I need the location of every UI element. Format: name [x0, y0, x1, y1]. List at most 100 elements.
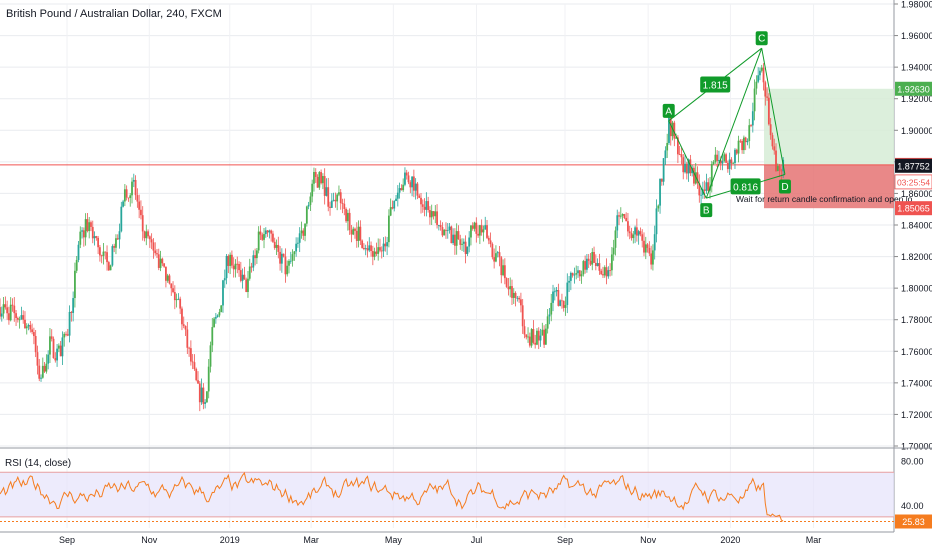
candles — [0, 63, 785, 412]
candle-body — [264, 230, 267, 235]
candle-body — [18, 319, 21, 321]
candle-body — [27, 325, 30, 327]
candle-body — [109, 265, 112, 271]
candle-body — [361, 240, 364, 248]
candle-body — [211, 327, 214, 346]
candle-body — [598, 263, 601, 271]
candle-body — [457, 231, 460, 240]
candle-body — [79, 231, 82, 245]
candle-body — [123, 189, 126, 202]
x-tick-label: Sep — [59, 535, 75, 545]
candle-body — [106, 252, 108, 263]
rsi-line — [0, 471, 784, 522]
candle-body — [464, 241, 467, 255]
candle-body — [528, 336, 531, 346]
candle-body — [268, 230, 271, 233]
candle-body — [473, 222, 476, 229]
candle-body — [291, 254, 294, 261]
candle-body — [398, 188, 401, 193]
candle-body — [495, 253, 497, 262]
candle-body — [477, 233, 479, 236]
candle-body — [54, 358, 57, 361]
candle-body — [24, 319, 26, 329]
candle-body — [443, 229, 446, 236]
candle-body — [657, 205, 660, 209]
target-price-tag — [895, 81, 932, 96]
candle-body — [168, 275, 171, 284]
candle-body — [461, 243, 463, 245]
candle-body — [537, 330, 540, 341]
candle-body — [700, 194, 702, 196]
candle-body — [156, 253, 158, 255]
candle-body — [316, 176, 319, 188]
candle-body — [491, 244, 494, 258]
candle-body — [177, 298, 180, 300]
candle-body — [518, 297, 521, 300]
candle-body — [571, 272, 574, 276]
candle-body — [530, 329, 533, 346]
candle-body — [735, 149, 738, 154]
candle-body — [614, 230, 617, 248]
candle-body — [678, 154, 681, 156]
candle-body — [270, 230, 273, 234]
candle-body — [377, 247, 380, 254]
candle-body — [355, 230, 358, 241]
candle-body — [666, 142, 669, 151]
candle-body — [88, 222, 91, 232]
candle-body — [295, 243, 298, 252]
candle-body — [710, 164, 713, 187]
candle-body — [321, 176, 324, 184]
candle-body — [250, 266, 253, 268]
candle-body — [300, 230, 303, 234]
candle-body — [93, 236, 96, 239]
candle-body — [462, 241, 465, 244]
candle-body — [486, 225, 488, 238]
candle-body — [254, 255, 257, 259]
harmonic-pattern: A B C D 1.815 0.816 — [662, 31, 791, 218]
ratio-badge — [700, 76, 731, 93]
candle-body — [502, 265, 504, 276]
candle-body — [166, 275, 169, 281]
candle-body — [384, 243, 387, 247]
candle-body — [391, 207, 394, 209]
candle-body — [673, 122, 676, 139]
x-tick-label: May — [385, 535, 403, 545]
candle-body — [707, 182, 710, 191]
candle-body — [170, 283, 173, 289]
candle-body — [50, 336, 53, 339]
candle-body — [29, 325, 32, 330]
candle-body — [566, 282, 569, 305]
candle-body — [363, 247, 365, 250]
current-price-tag-text: 1.87752 — [897, 161, 930, 171]
candle-body — [175, 299, 178, 301]
candle-body — [587, 258, 590, 261]
candle-body — [314, 171, 317, 177]
candle-body — [309, 196, 312, 205]
candle-body — [136, 195, 139, 202]
candle-body — [213, 318, 215, 328]
candle-body — [676, 137, 679, 155]
candle-body — [330, 200, 333, 208]
candle-body — [627, 221, 629, 232]
candle-body — [318, 172, 321, 188]
candle-body — [368, 245, 371, 251]
candle-body — [284, 256, 287, 275]
candle-body — [409, 182, 412, 188]
rsi-tick-label: 40.00 — [901, 501, 924, 511]
candle-body — [718, 160, 720, 161]
candle-body — [241, 274, 244, 281]
y-tick-label: 1.78000 — [901, 315, 932, 325]
candle-body — [734, 149, 736, 164]
y-tick-label: 1.70000 — [901, 442, 932, 452]
candle-body — [111, 246, 114, 266]
candle-body — [286, 265, 289, 275]
candle-body — [478, 225, 481, 236]
y-tick-label: 1.92000 — [901, 94, 932, 104]
candle-body — [202, 387, 205, 404]
candle-body — [632, 234, 635, 239]
stop-price-tag-text: 1.85065 — [897, 204, 930, 214]
candle-body — [755, 81, 758, 89]
candle-body — [206, 391, 208, 403]
